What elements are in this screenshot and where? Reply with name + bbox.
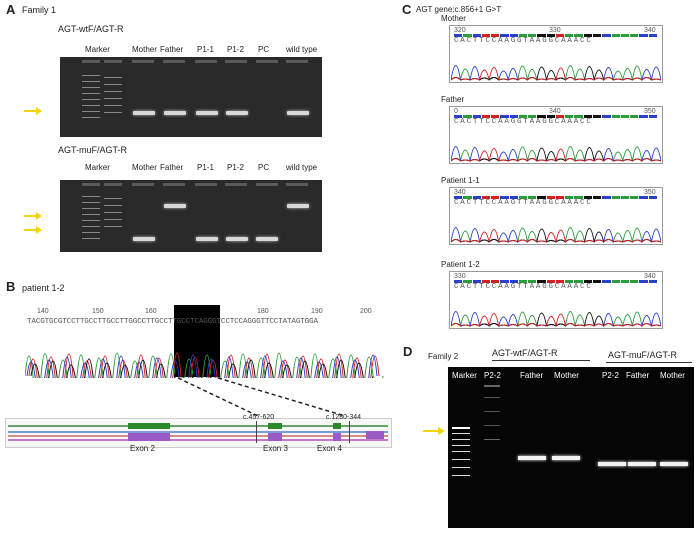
pos-160: 160 <box>145 308 157 315</box>
panel-a-label: A <box>6 2 16 17</box>
gel1-lane-p11: P1-1 <box>197 45 214 54</box>
pos-140: 140 <box>37 308 49 315</box>
trace-name: Patient 1-1 <box>441 176 480 185</box>
trace-peaks <box>451 311 661 327</box>
gel1-image <box>60 57 322 137</box>
gel-d-lane-marker: Marker <box>452 371 477 380</box>
trace-position: 330 <box>549 27 561 34</box>
exon-4-label: Exon 4 <box>317 444 342 453</box>
exon-2-label: Exon 2 <box>130 444 155 453</box>
trace-peaks <box>451 65 661 81</box>
trace-chromatogram: 0 340 350 CACTTCCAAGGTAAGGCAAACC <box>449 106 663 164</box>
gene-structure-map <box>5 418 392 448</box>
base-color-bar <box>454 115 658 118</box>
gel2-lane-pc: PC <box>258 163 270 172</box>
base-color-bar <box>454 280 658 283</box>
pos-190: 190 <box>311 308 323 315</box>
gel1-lane-pc: PC <box>258 45 270 54</box>
gel-d-lane-mother-mu: Mother <box>660 371 685 380</box>
gel-d-lane-p22-wt: P2-2 <box>484 371 501 380</box>
trace-position: 340 <box>549 108 561 115</box>
gel2-arrow-lower-icon <box>24 226 42 234</box>
gel-d-lane-father-wt: Father <box>520 371 544 380</box>
trace-sequence: CACTTCCAAGTTAAGGCAAACC <box>454 283 593 291</box>
variant-c1280: c.1280-344 <box>326 414 362 421</box>
gel1-lane-marker: Marker <box>85 45 110 54</box>
gel1-primer: AGT-wtF/AGT-R <box>58 24 124 34</box>
trace-name: Father <box>441 95 465 104</box>
trace-position: 340 <box>644 27 656 34</box>
gel2-lane-labels: Marker Mother Father P1-1 P1-2 PC wild t… <box>60 163 322 173</box>
gel2-lane-mother: Mother <box>132 163 157 172</box>
gel2-lane-p11: P1-1 <box>197 163 214 172</box>
pos-150: 150 <box>92 308 104 315</box>
gel2-lane-father: Father <box>160 163 184 172</box>
trace-position: 350 <box>644 108 656 115</box>
panel-b-title: patient 1-2 <box>22 283 65 293</box>
trace-position: 0 <box>454 108 458 115</box>
gel-d-lane-p22-mu: P2-2 <box>602 371 619 380</box>
panel-d-primer-wt: AGT-wtF/AGT-R <box>492 348 558 358</box>
gel2-lane-p12: P1-2 <box>227 163 244 172</box>
panel-d-label: D <box>403 344 413 359</box>
gel-d-arrow-icon <box>423 427 445 435</box>
panel-c-label: C <box>402 2 412 17</box>
gel2-lane-marker: Marker <box>85 163 110 172</box>
exon-3-label: Exon 3 <box>263 444 288 453</box>
pos-180: 180 <box>257 308 269 315</box>
trace-name: Patient 1-2 <box>441 260 480 269</box>
zoom-dashed-lines <box>177 377 346 417</box>
panel-d-family: Family 2 <box>428 352 459 361</box>
trace-peaks <box>451 146 661 162</box>
trace-peaks <box>451 227 661 243</box>
gel-d-lane-father-mu: Father <box>626 371 650 380</box>
panel-b-sequence: TACGTGCGTCCTTGCCTTGCCTTGGCCTTGCCTTGCCTCA… <box>27 318 318 326</box>
trace-chromatogram: 340 350 CACTTCCAAGTTAAGGCAAACC <box>449 187 663 245</box>
trace-position: 330 <box>454 273 466 280</box>
gel2-arrow-upper-icon <box>24 212 42 220</box>
panel-a-family: Family 1 <box>22 5 57 15</box>
trace-chromatogram: 330 340 CACTTCCAAGTTAAGGCAAACC <box>449 271 663 329</box>
base-color-bar <box>454 196 658 199</box>
trace-position: 320 <box>454 27 466 34</box>
base-color-bar <box>454 34 658 37</box>
trace-chromatogram: 320 330 340 CACTTCCAAGGTAAGGCAAACC <box>449 25 663 83</box>
gel1-lane-p12: P1-2 <box>227 45 244 54</box>
gel1-lane-mother: Mother <box>132 45 157 54</box>
gel1-arrow-icon <box>24 107 42 115</box>
gel1-lane-wildtype: wild type <box>286 45 318 54</box>
trace-position: 340 <box>454 189 466 196</box>
panel-c-title: AGT gene:c.856+1 G>T <box>416 5 502 14</box>
trace-position: 350 <box>644 189 656 196</box>
trace-sequence: CACTTCCAAGGTAAGGCAAACC <box>454 37 593 45</box>
trace-sequence: CACTTCCAAGTTAAGGCAAACC <box>454 199 593 207</box>
trace-position: 340 <box>644 273 656 280</box>
gel1-lane-father: Father <box>160 45 184 54</box>
gel1-lane-labels: Marker Mother Father P1-1 P1-2 PC wild t… <box>60 45 322 55</box>
pos-200: 200 <box>360 308 372 315</box>
gel2-image <box>60 180 322 252</box>
variant-c457: c.457-620 <box>243 414 275 421</box>
gel-d-image: Marker P2-2 Father Mother P2-2 Father Mo… <box>448 367 694 528</box>
gel2-lane-wildtype: wild type <box>286 163 318 172</box>
gel2-primer: AGT-muF/AGT-R <box>58 145 128 155</box>
panel-b-chromatogram <box>25 352 384 378</box>
trace-sequence: CACTTCCAAGGTAAGGCAAACC <box>454 118 593 126</box>
gel-d-lane-mother-wt: Mother <box>554 371 579 380</box>
panel-d-primer-mu: AGT-muF/AGT-R <box>608 350 678 360</box>
panel-b-label: B <box>6 279 16 294</box>
trace-name: Mother <box>441 14 466 23</box>
